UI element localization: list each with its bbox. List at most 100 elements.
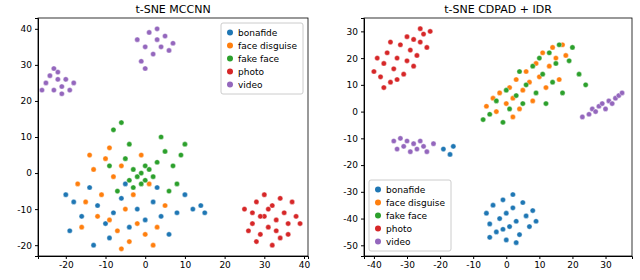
point: [540, 50, 545, 55]
tick: -30: [343, 187, 364, 197]
point: [182, 192, 187, 197]
tick-mark: [506, 256, 507, 259]
legend-label: video: [238, 80, 263, 90]
point: [530, 98, 535, 103]
tick-label: 20: [347, 53, 359, 63]
point: [143, 66, 148, 71]
point: [411, 64, 416, 69]
point: [266, 225, 271, 230]
point: [563, 53, 568, 58]
point: [567, 58, 572, 63]
point: [507, 224, 512, 229]
legend-label: bonafide: [238, 28, 278, 38]
point: [497, 216, 502, 221]
point: [115, 188, 120, 193]
point: [270, 243, 275, 248]
tick-mark: [35, 137, 38, 138]
point: [494, 98, 499, 103]
point: [490, 203, 495, 208]
point: [170, 41, 175, 46]
point: [119, 120, 124, 125]
point: [375, 56, 380, 61]
tick-label: 40: [299, 260, 311, 270]
point: [494, 109, 499, 114]
point: [593, 109, 598, 114]
point: [530, 64, 535, 69]
tick-mark: [361, 138, 364, 139]
point: [143, 232, 148, 237]
point: [286, 232, 291, 237]
legend-swatch: [227, 69, 233, 75]
point: [388, 39, 393, 44]
point: [517, 232, 522, 237]
point: [381, 61, 386, 66]
point: [576, 72, 581, 77]
point: [520, 101, 525, 106]
point: [182, 142, 187, 147]
point: [547, 50, 552, 55]
point: [250, 210, 255, 215]
tick: 40: [299, 256, 311, 270]
point: [451, 144, 456, 149]
point: [262, 192, 267, 197]
point: [500, 197, 505, 202]
point: [394, 146, 399, 151]
figure: t-SNE MCCNN-20-10010203040-20-1001020304…: [0, 0, 640, 280]
tick-label: 10: [21, 132, 33, 142]
tick-label: -20: [17, 241, 32, 251]
point: [158, 214, 163, 219]
tick-mark: [361, 219, 364, 220]
tick-mark: [361, 112, 364, 113]
point: [131, 167, 136, 172]
tick-mark: [361, 165, 364, 166]
legend-swatch: [375, 200, 381, 206]
tick: -10: [343, 134, 364, 144]
tick-label: -30: [343, 187, 358, 197]
point: [127, 142, 132, 147]
point: [524, 213, 529, 218]
tick: 30: [600, 256, 612, 270]
point: [158, 134, 163, 139]
tick: 20: [21, 96, 38, 106]
point: [557, 77, 562, 82]
point: [570, 45, 575, 50]
tick-mark: [66, 256, 67, 259]
tick: 10: [534, 256, 546, 270]
legend-swatch: [227, 82, 233, 88]
point: [258, 232, 263, 237]
point: [550, 45, 555, 50]
point: [524, 82, 529, 87]
legend-label: face disguise: [238, 41, 298, 51]
legend-label: photo: [386, 224, 412, 234]
tick-mark: [225, 256, 226, 259]
point: [428, 29, 433, 34]
point: [143, 163, 148, 168]
tick: 0: [352, 107, 364, 117]
point: [151, 51, 156, 56]
tick-label: 10: [534, 260, 546, 270]
point: [87, 152, 92, 157]
point: [83, 199, 88, 204]
point: [290, 199, 295, 204]
point: [71, 80, 76, 85]
legend-box: [221, 23, 303, 94]
point: [520, 200, 525, 205]
point: [282, 210, 287, 215]
tick: -10: [466, 256, 481, 270]
point: [418, 39, 423, 44]
point: [504, 237, 509, 242]
point: [510, 192, 515, 197]
tick-mark: [606, 256, 607, 259]
axis-line: [39, 257, 309, 260]
legend-label: video: [386, 237, 411, 247]
point: [557, 42, 562, 47]
point: [418, 26, 423, 31]
legend-label: bonafide: [386, 185, 426, 195]
point: [408, 47, 413, 52]
point: [600, 101, 605, 106]
point: [135, 37, 140, 42]
tick-label: -10: [17, 205, 32, 215]
point: [520, 88, 525, 93]
point: [504, 211, 509, 216]
point: [371, 69, 376, 74]
